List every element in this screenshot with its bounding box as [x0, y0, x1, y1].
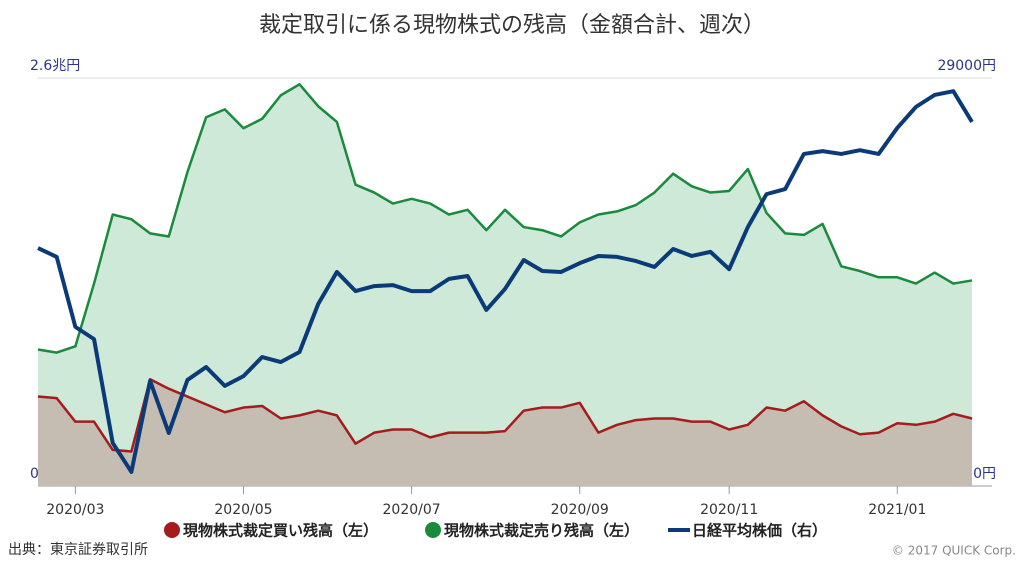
- series-line: [37, 83, 973, 354]
- legend-marker: [164, 522, 180, 538]
- y-tick-label: 2.6兆円: [30, 58, 80, 74]
- legend-label: 日経平均株価（右）: [692, 522, 827, 540]
- x-tick-label: 2020/09: [551, 502, 609, 518]
- area-fill: [38, 379, 972, 486]
- y2-tick-label: 29000円: [937, 58, 996, 74]
- credit: © 2017 QUICK Corp.: [892, 544, 1016, 558]
- legend-marker: [425, 522, 441, 538]
- legend-label: 現物株式裁定買い残高（左）: [183, 522, 378, 540]
- series-line: [37, 378, 973, 453]
- x-tick-label: 2020/05: [214, 502, 272, 518]
- x-tick-label: 2020/11: [700, 502, 758, 518]
- legend-label: 現物株式裁定売り残高（左）: [444, 522, 639, 540]
- x-tick-label: 2021/01: [868, 502, 926, 518]
- source: 出典：東京証券取引所: [8, 542, 148, 558]
- series-line: [37, 89, 974, 474]
- x-tick-label: 2020/03: [46, 502, 104, 518]
- area-fill: [38, 84, 972, 487]
- chart-title: 裁定取引に係る現物株式の残高（金額合計、週次）: [259, 13, 765, 38]
- x-tick-label: 2020/07: [383, 502, 441, 518]
